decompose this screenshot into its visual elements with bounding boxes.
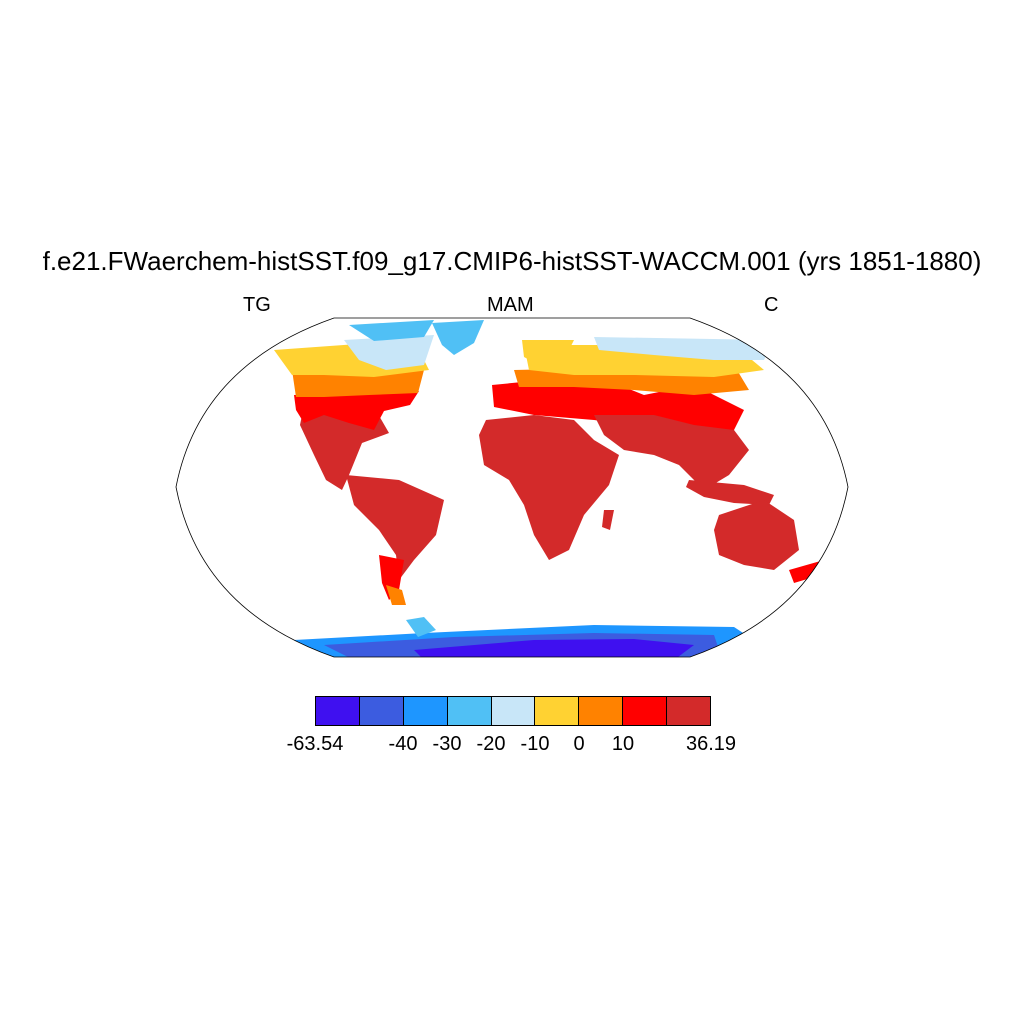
antarctic-peninsula (406, 617, 436, 637)
colorbar-tick-label: -10 (520, 733, 550, 755)
tierra-del-fuego (386, 585, 406, 605)
middle-east-south-asia (594, 415, 749, 490)
colorbar-tick-label: 0 (573, 733, 585, 755)
new-zealand (789, 560, 824, 583)
variable-label: TG (243, 294, 271, 316)
colorbar-swatch (359, 697, 404, 725)
south-america (346, 475, 444, 580)
colorbar-tick-label: -63.54 (286, 733, 344, 755)
colorbar-swatch (579, 697, 624, 725)
colorbar-swatch (447, 697, 492, 725)
units-label: C (764, 294, 779, 316)
colorbar-swatch (535, 697, 580, 725)
europe-west (522, 340, 574, 365)
colorbar-tick-label: 36.19 (685, 733, 737, 755)
colorbar-swatch (316, 697, 360, 725)
madagascar (602, 510, 614, 530)
colorbar-tick-label: -30 (432, 733, 462, 755)
arctic-russia (594, 337, 774, 360)
colorbar-tick-label: -40 (388, 733, 418, 755)
north-america-mild (292, 370, 424, 397)
colorbar-swatch (491, 697, 536, 725)
colorbar-tick-label: -20 (476, 733, 506, 755)
colorbar-swatch (667, 697, 711, 725)
plot-title: f.e21.FWaerchem-histSST.f09_g17.CMIP6-hi… (42, 246, 982, 276)
canada-arctic (344, 335, 434, 370)
season-label: MAM (487, 294, 534, 316)
arctic-islands (349, 320, 434, 341)
australia (714, 500, 799, 570)
antarctica-plateau (414, 639, 694, 657)
africa (479, 415, 619, 560)
greenland (432, 320, 484, 355)
map-boundary (175, 317, 849, 658)
north-america-hot (294, 391, 419, 430)
colorbar (315, 696, 711, 726)
colorbar-swatch (623, 697, 668, 725)
land-temperature-field (274, 320, 824, 657)
world-map (175, 317, 849, 658)
colorbar-tick-label: 10 (611, 733, 635, 755)
maritime-continent (686, 480, 774, 505)
colorbar-swatch (403, 697, 448, 725)
